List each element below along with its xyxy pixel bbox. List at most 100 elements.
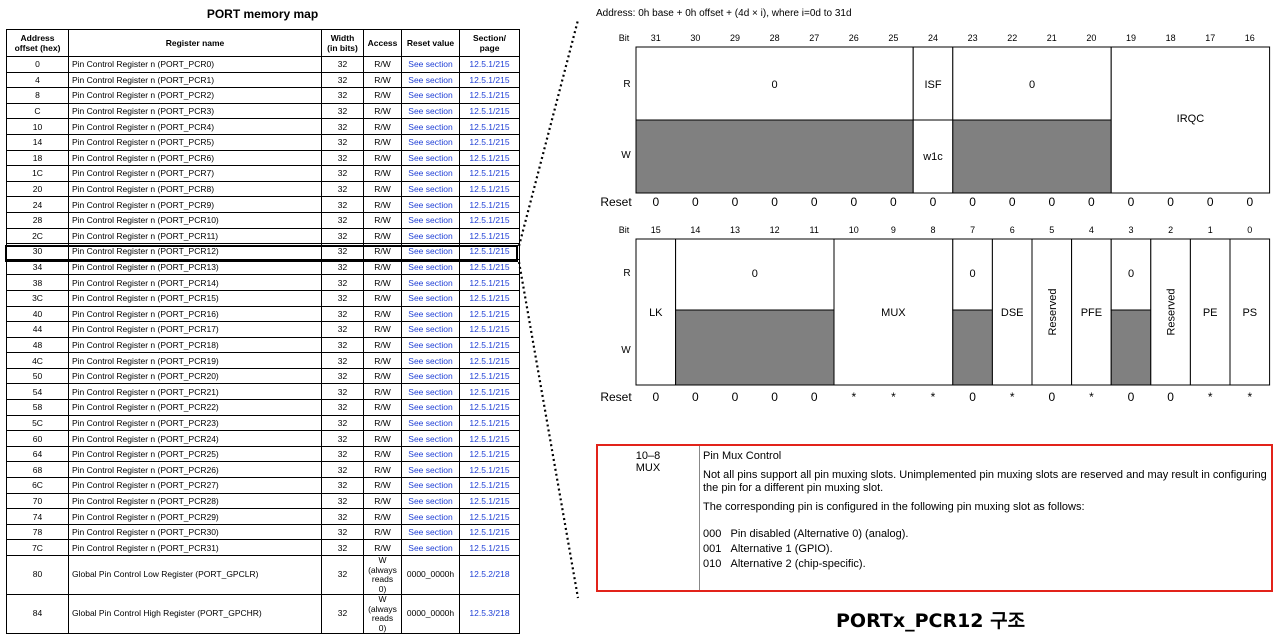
reset-value: * <box>1010 390 1015 404</box>
table-row: 6C Pin Control Register n (PORT_PCR27) 32 R… <box>6 477 520 494</box>
field-label-pe: PE <box>1203 307 1218 319</box>
bit-number-label: 29 <box>730 33 740 43</box>
table-row: 4C Pin Control Register n (PORT_PCR19) 32 R… <box>6 352 520 369</box>
field-label-zero: 0 <box>1128 268 1134 280</box>
field-reserved-read-14-11 <box>675 238 835 311</box>
col-header-reset-value: Reset value <box>401 29 460 57</box>
memory-map-table: Address offset (hex) Register name Width… <box>6 29 520 634</box>
reset-value: * <box>1208 390 1213 404</box>
mux-option-1: 001 Alternative 1 (GPIO). <box>703 543 1268 556</box>
bit-number-label: 17 <box>1205 33 1215 43</box>
r-row-label: R <box>623 79 630 90</box>
field-label-lk: LK <box>649 307 663 319</box>
bit-number-label: 0 <box>1247 225 1252 235</box>
reset-value: * <box>891 390 896 404</box>
bit-number-label: 20 <box>1086 33 1096 43</box>
reset-value: 0 <box>1207 195 1214 209</box>
field-reserved-read-23-20 <box>952 46 1112 121</box>
field-label-reserved: Reserved <box>1047 288 1059 335</box>
table-row: 8 Pin Control Register n (PORT_PCR2) 32 R/W… <box>6 87 520 104</box>
field-reserved-5 <box>1031 238 1073 386</box>
bit-number-label: 6 <box>1010 225 1015 235</box>
table-row: 80 Global Pin Control Low Register (PORT_… <box>6 555 520 595</box>
field-isf-write <box>912 119 954 194</box>
mux-field-label: 10–8 MUX <box>598 446 698 474</box>
field-pe <box>1189 238 1231 386</box>
mux-option-text: Pin disabled (Alternative 0) (analog). <box>730 528 909 540</box>
reset-row-label: Reset <box>600 195 632 209</box>
field-label-zero: 0 <box>970 268 976 280</box>
bit-number-label: 13 <box>730 225 740 235</box>
field-pfe <box>1071 238 1112 386</box>
table-row: 50 Pin Control Register n (PORT_PCR20) 32 R… <box>6 367 520 385</box>
mux-option-0: 000 Pin disabled (Alternative 0) (analog… <box>703 528 1268 541</box>
bit-row-label: Bit <box>619 225 630 235</box>
field-reserved-read-3 <box>1110 238 1152 311</box>
register-name-cell: Global Pin Control Low Register (PORT_GP… <box>68 555 322 595</box>
table-row: 3C Pin Control Register n (PORT_PCR15) 32 R… <box>6 289 520 307</box>
mux-option-2: 010 Alternative 2 (chip-specific). <box>703 558 1268 571</box>
field-label-dse: DSE <box>1001 307 1024 319</box>
field-label-zero: 0 <box>1029 79 1035 91</box>
field-mux <box>833 238 954 386</box>
table-row: 44 Pin Control Register n (PORT_PCR17) 32 R… <box>6 321 520 338</box>
register-name-cell: Global Pin Control High Register (PORT_G… <box>68 594 322 634</box>
bit-number-label: 21 <box>1047 33 1057 43</box>
mux-desc-para1: Not all pins support all pin muxing slot… <box>703 469 1267 494</box>
field-isf-read <box>912 46 954 121</box>
reset-value: 0 <box>652 195 659 209</box>
field-label-reserved: Reserved <box>1166 288 1178 335</box>
table-row: 60 Pin Control Register n (PORT_PCR24) 32 R… <box>6 430 520 447</box>
bit-number-label: 5 <box>1049 225 1054 235</box>
field-ps <box>1229 238 1271 386</box>
field-reserved-write-23-20 <box>952 119 1112 194</box>
reset-value: 0 <box>771 390 778 404</box>
field-label-zero: 0 <box>752 268 758 280</box>
r-row-label: R <box>623 268 630 279</box>
col-header-register-name: Register name <box>68 29 322 57</box>
bit-number-label: 2 <box>1168 225 1173 235</box>
width-cell: 32 <box>321 594 364 634</box>
table-row: 1C Pin Control Register n (PORT_PCR7) 32 R/… <box>6 165 520 182</box>
field-reserved-write-31-25 <box>635 119 914 194</box>
field-lk <box>635 238 677 386</box>
reset-value-cell: 0000_0000h <box>401 555 460 595</box>
field-dse <box>991 238 1033 386</box>
bit-number-label: 7 <box>970 225 975 235</box>
section-page-cell[interactable]: 12.5.2/218 <box>459 555 520 595</box>
bit-number-label: 22 <box>1007 33 1017 43</box>
section-page-cell[interactable]: 12.5.3/218 <box>459 594 520 634</box>
table-row: 70 Pin Control Register n (PORT_PCR28) 32 R… <box>6 492 520 510</box>
table-row-highlighted: 30 Pin Control Register n (PORT_PCR12) 32 R… <box>6 243 520 260</box>
bit-number-label: 28 <box>770 33 780 43</box>
col-header-access: Access <box>363 29 402 57</box>
bit-number-label: 8 <box>930 225 935 235</box>
table-row: 4 Pin Control Register n (PORT_PCR1) 32 R/W… <box>6 71 520 89</box>
reset-value: 0 <box>1167 390 1174 404</box>
bit-number-label: 9 <box>891 225 896 235</box>
reset-value: 0 <box>811 195 818 209</box>
table-row: 7C Pin Control Register n (PORT_PCR31) 32 R… <box>6 539 520 556</box>
field-label-isf: ISF <box>924 79 941 91</box>
reset-value: 0 <box>850 195 857 209</box>
reset-value: 0 <box>1048 390 1055 404</box>
memory-map-title: PORT memory map <box>206 7 319 21</box>
field-reserved-write-14-11 <box>675 309 835 386</box>
field-irqc <box>1110 46 1271 194</box>
bit-number-label: 12 <box>770 225 780 235</box>
mux-desc-para2: The corresponding pin is configured in t… <box>703 501 1085 513</box>
figure-caption: PORTx_PCR12 구조 <box>836 610 1026 632</box>
mux-field-description: Pin Mux Control Not all pins support all… <box>703 450 1268 573</box>
table-row: 58 Pin Control Register n (PORT_PCR22) 32 R… <box>6 399 520 416</box>
register-address-line: Address: 0h base + 0h offset + (4d × i),… <box>596 8 852 19</box>
reset-value: 0 <box>732 195 739 209</box>
field-reserved-write-7 <box>952 309 993 386</box>
field-label-ps: PS <box>1242 307 1257 319</box>
reset-value: * <box>931 390 936 404</box>
bit-number-label: 14 <box>690 225 700 235</box>
field-label-mux: MUX <box>881 307 906 319</box>
field-label-irqc: IRQC <box>1177 113 1205 125</box>
reset-value: 0 <box>1128 195 1135 209</box>
reset-value: 0 <box>1048 195 1055 209</box>
